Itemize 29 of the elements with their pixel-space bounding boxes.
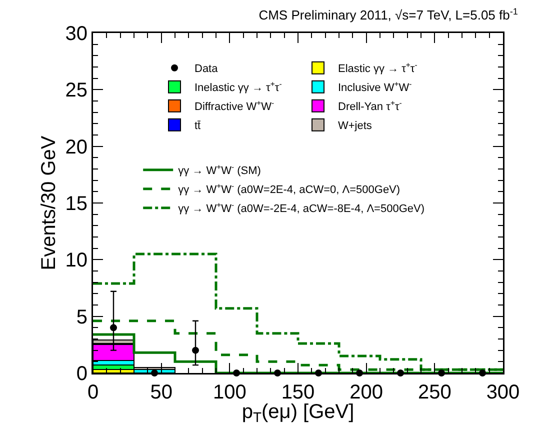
x-tick-label: 250 [418,382,452,404]
legend-label: γγ → W$^{+}$W$^{-}$ (a0W=-2E-4, aCW=-8E-4, Λ=500GeV) [178,200,425,216]
y-tick-label: 20 [65,136,88,158]
legend-label: Inclusive W$^{+}$W$^{-}$ [338,80,412,94]
legend-label: Drell-Yan τ$^{+}$τ$^{-}$ [338,98,402,114]
legend-label: Inelastic γγ → τ$^{+}$τ$^{-}$ [194,80,282,94]
y-axis-title: Events/30 GeV [38,135,60,270]
x-axis-title: p$_{T}$(eμ) [GeV] [242,400,354,425]
y-tick-label: 30 [65,23,88,45]
y-tick-label: 25 [65,80,88,102]
legend-label: Data [194,63,219,76]
y-tick-label: 0 [76,363,88,385]
chart-title: CMS Preliminary 2011, √s=7 TeV, L=5.05 fb$^{-1}$ [258,6,518,23]
x-tick-label: 50 [150,382,172,404]
point [110,324,117,332]
y-tick-label: 15 [65,193,88,215]
y-tick-label: 5 [76,306,88,328]
legend-label: tt̄ [194,120,201,132]
legend-label: γγ → W$^{+}$W$^{-}$ (SM) [178,162,261,178]
legend-label: Diffractive W$^{+}$W$^{-}$ [194,98,275,114]
x-tick-label: 300 [486,382,520,404]
legend-label: W+jets [338,120,372,132]
point [192,346,199,354]
legend-label: γγ → W$^{+}$W$^{-}$ (a0W=2E-4, aCW=0, Λ=500GeV) [178,182,400,196]
x-tick-label: 200 [350,382,384,404]
legend-label: Elastic γγ → τ$^{+}$τ$^{-}$ [338,60,418,76]
x-tick-label: 150 [281,382,315,404]
y-tick-label: 10 [65,250,88,272]
x-tick-label: 100 [212,382,246,404]
